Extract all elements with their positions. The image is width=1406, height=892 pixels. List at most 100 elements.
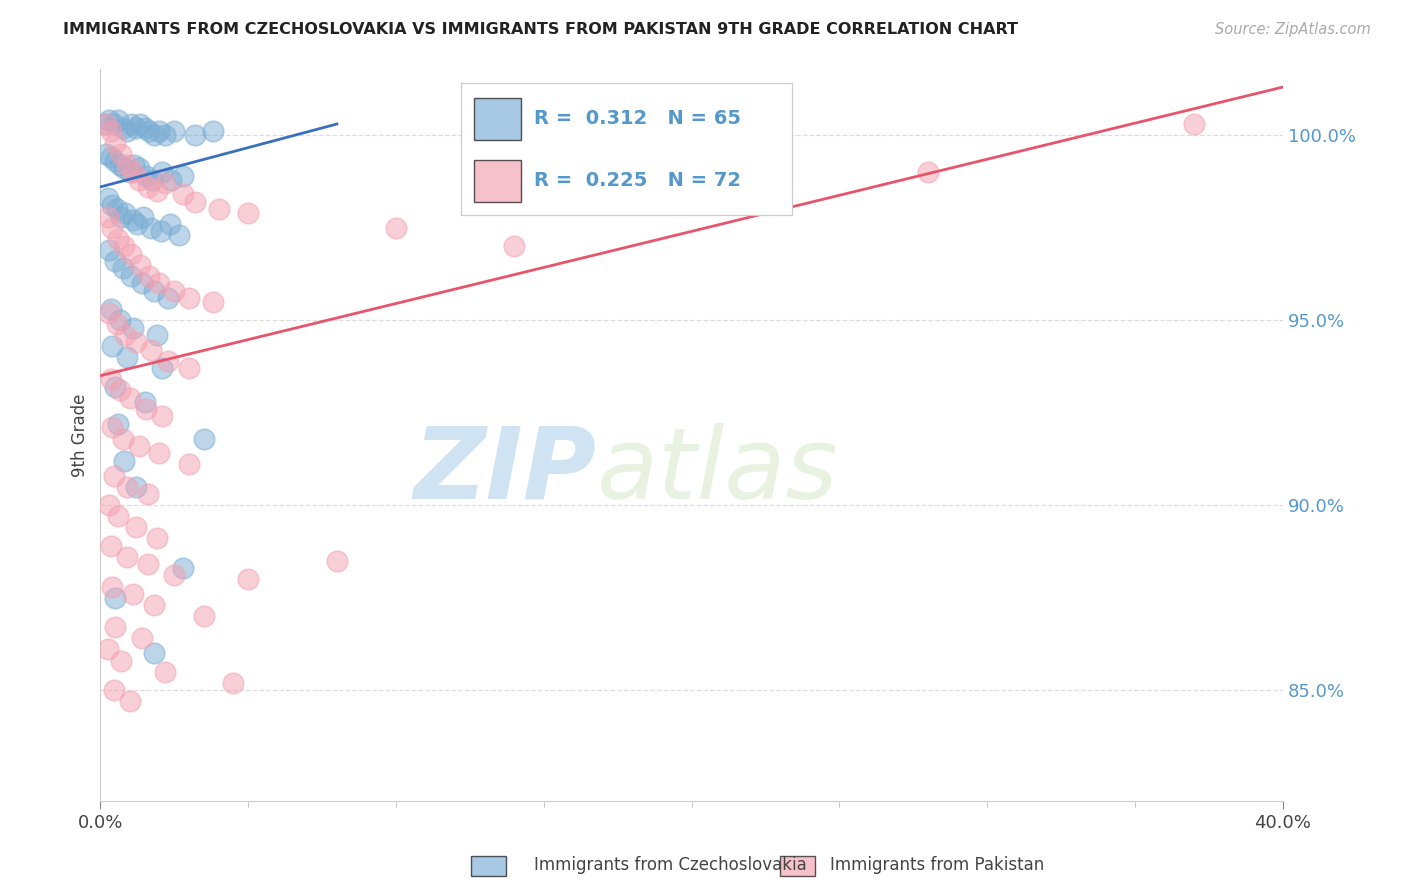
Point [145,532,167,546]
Point [100,301,122,316]
Point [152,409,174,424]
Point [120,268,142,283]
Point [917,165,939,179]
Point [177,458,200,472]
Point [142,128,165,142]
Point [152,361,174,376]
Point [110,146,132,161]
Point [115,158,138,172]
Point [103,468,125,483]
Point [155,176,177,190]
Point [128,161,150,176]
Point [124,158,146,172]
Point [134,120,156,135]
Point [138,268,160,283]
Point [100,539,122,553]
Point [167,227,190,242]
Text: IMMIGRANTS FROM CZECHOSLOVAKIA VS IMMIGRANTS FROM PAKISTAN 9TH GRADE CORRELATION: IMMIGRANTS FROM CZECHOSLOVAKIA VS IMMIGR… [63,22,1018,37]
Point [98,306,121,320]
Point [101,420,124,434]
Point [145,184,167,198]
Point [114,206,136,220]
Point [98,243,121,257]
Point [128,172,150,186]
Point [155,128,177,142]
Point [98,113,121,128]
Text: ZIP: ZIP [413,423,598,520]
Point [97,191,120,205]
Point [157,354,180,368]
Point [125,335,148,350]
Point [131,632,153,646]
Point [125,520,148,534]
Point [103,117,125,131]
Point [155,665,177,679]
Point [125,120,148,135]
Point [222,675,245,690]
Point [172,561,194,575]
Point [104,136,127,150]
Point [136,558,159,572]
Point [177,291,200,305]
Point [101,198,124,212]
Point [128,439,150,453]
Point [107,509,129,524]
Point [112,454,135,468]
Point [115,124,138,138]
Point [112,161,135,176]
Point [110,654,132,668]
Point [172,187,194,202]
Point [125,480,148,494]
Point [193,432,215,446]
Point [207,202,229,216]
Point [134,394,156,409]
Point [120,246,142,260]
Point [118,694,141,708]
Point [122,213,145,227]
Point [122,165,145,179]
Point [141,172,163,186]
Point [115,480,138,494]
Point [172,169,194,183]
Point [101,339,124,353]
Point [97,210,120,224]
Point [122,320,145,334]
Point [136,180,159,194]
Point [131,276,153,290]
Point [148,124,170,138]
Point [139,343,162,357]
Point [111,432,134,446]
Point [96,117,118,131]
Point [111,261,134,276]
Point [142,646,165,660]
Point [129,258,152,272]
Point [120,117,142,131]
Point [108,313,131,327]
Point [98,498,121,512]
Point [503,239,526,253]
Point [238,572,260,586]
Point [127,217,149,231]
Point [152,165,174,179]
Point [238,206,260,220]
Point [115,350,138,364]
Text: atlas: atlas [598,423,839,520]
Point [122,587,145,601]
Point [110,210,132,224]
Point [159,217,181,231]
Point [129,117,152,131]
Point [97,642,120,657]
Point [145,328,167,343]
Point [149,224,172,238]
Point [326,554,349,568]
Point [142,284,165,298]
Point [104,591,127,605]
Point [201,294,224,309]
Point [104,620,127,634]
Point [101,220,124,235]
Text: Source: ZipAtlas.com: Source: ZipAtlas.com [1215,22,1371,37]
Point [114,328,136,343]
Point [177,361,200,376]
Point [118,165,141,179]
Point [115,549,138,564]
